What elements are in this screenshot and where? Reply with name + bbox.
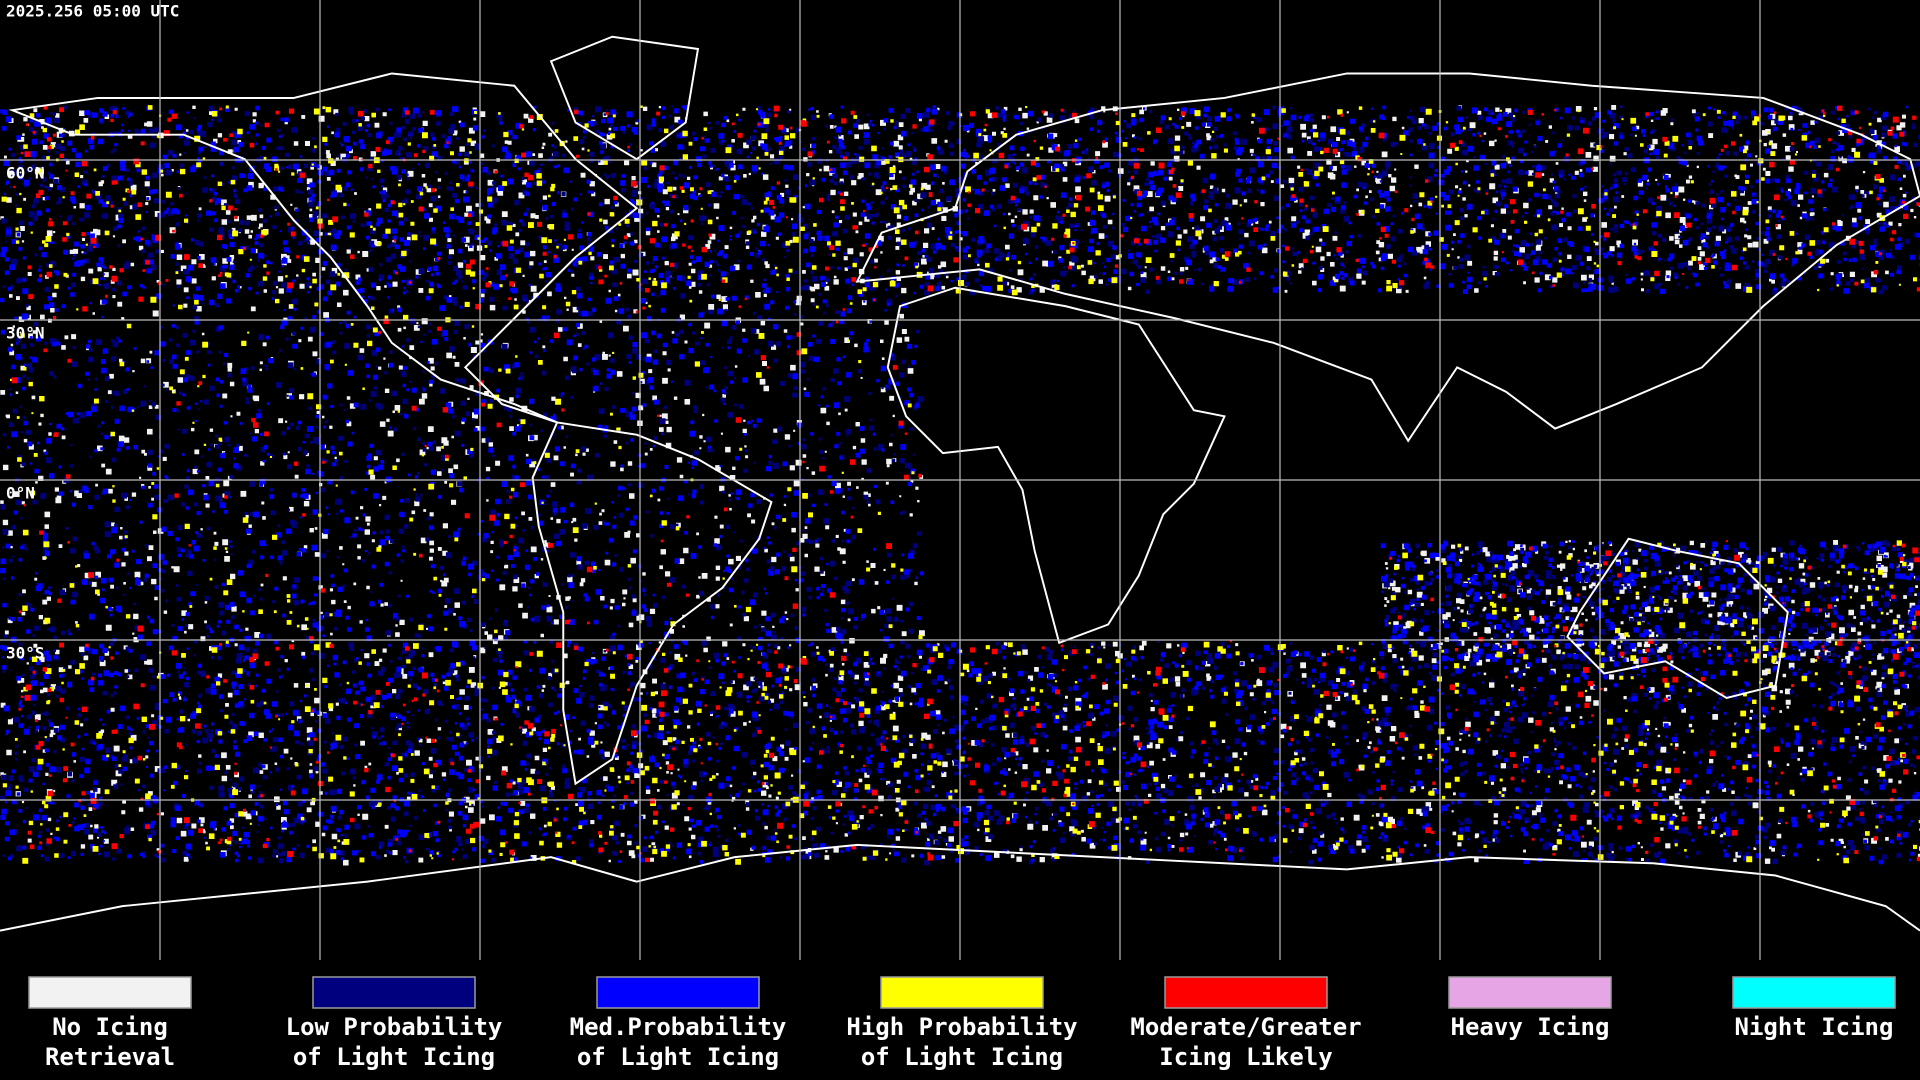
legend-label: No Icing: [52, 1013, 168, 1041]
legend-label: of Light Icing: [861, 1043, 1063, 1071]
legend-swatch: [1448, 976, 1612, 1009]
coastline: [8, 72, 639, 424]
legend-swatch: [28, 976, 192, 1009]
legend-swatch: [312, 976, 476, 1009]
timestamp: 2025.256 05:00 UTC: [6, 2, 179, 21]
coastline: [1566, 537, 1789, 700]
latitude-label: 0°N: [6, 484, 35, 503]
legend-label: Low Probability: [286, 1013, 503, 1041]
legend-label: Retrieval: [45, 1043, 175, 1071]
legend-swatch: [1164, 976, 1328, 1009]
icing-pixels: [0, 105, 1920, 865]
legend-swatch: [880, 976, 1044, 1009]
coastline: [886, 286, 1226, 645]
legend-swatch: [596, 976, 760, 1009]
legend-label: Moderate/Greater: [1130, 1013, 1361, 1041]
legend-label: Icing Likely: [1159, 1043, 1332, 1071]
coastline: [0, 843, 1920, 932]
coastline: [855, 72, 1920, 443]
legend-label: Heavy Icing: [1451, 1013, 1610, 1041]
graticule: 60°N 30°N 0°N 30°S: [0, 0, 1920, 960]
latitude-label: 60°N: [6, 164, 45, 183]
coastline: [549, 35, 700, 161]
coastlines: [0, 35, 1920, 932]
legend-label: High Probability: [846, 1013, 1077, 1041]
coastline: [531, 421, 773, 786]
legend-swatch: [1732, 976, 1896, 1009]
legend-label: Med.Probability: [570, 1013, 787, 1041]
latitude-label: 30°S: [6, 644, 45, 663]
legend-label: of Light Icing: [577, 1043, 779, 1071]
latitude-label: 30°N: [6, 324, 45, 343]
icing-field: [0, 105, 1920, 866]
legend-label: of Light Icing: [293, 1043, 495, 1071]
legend-label: Night Icing: [1735, 1013, 1894, 1041]
